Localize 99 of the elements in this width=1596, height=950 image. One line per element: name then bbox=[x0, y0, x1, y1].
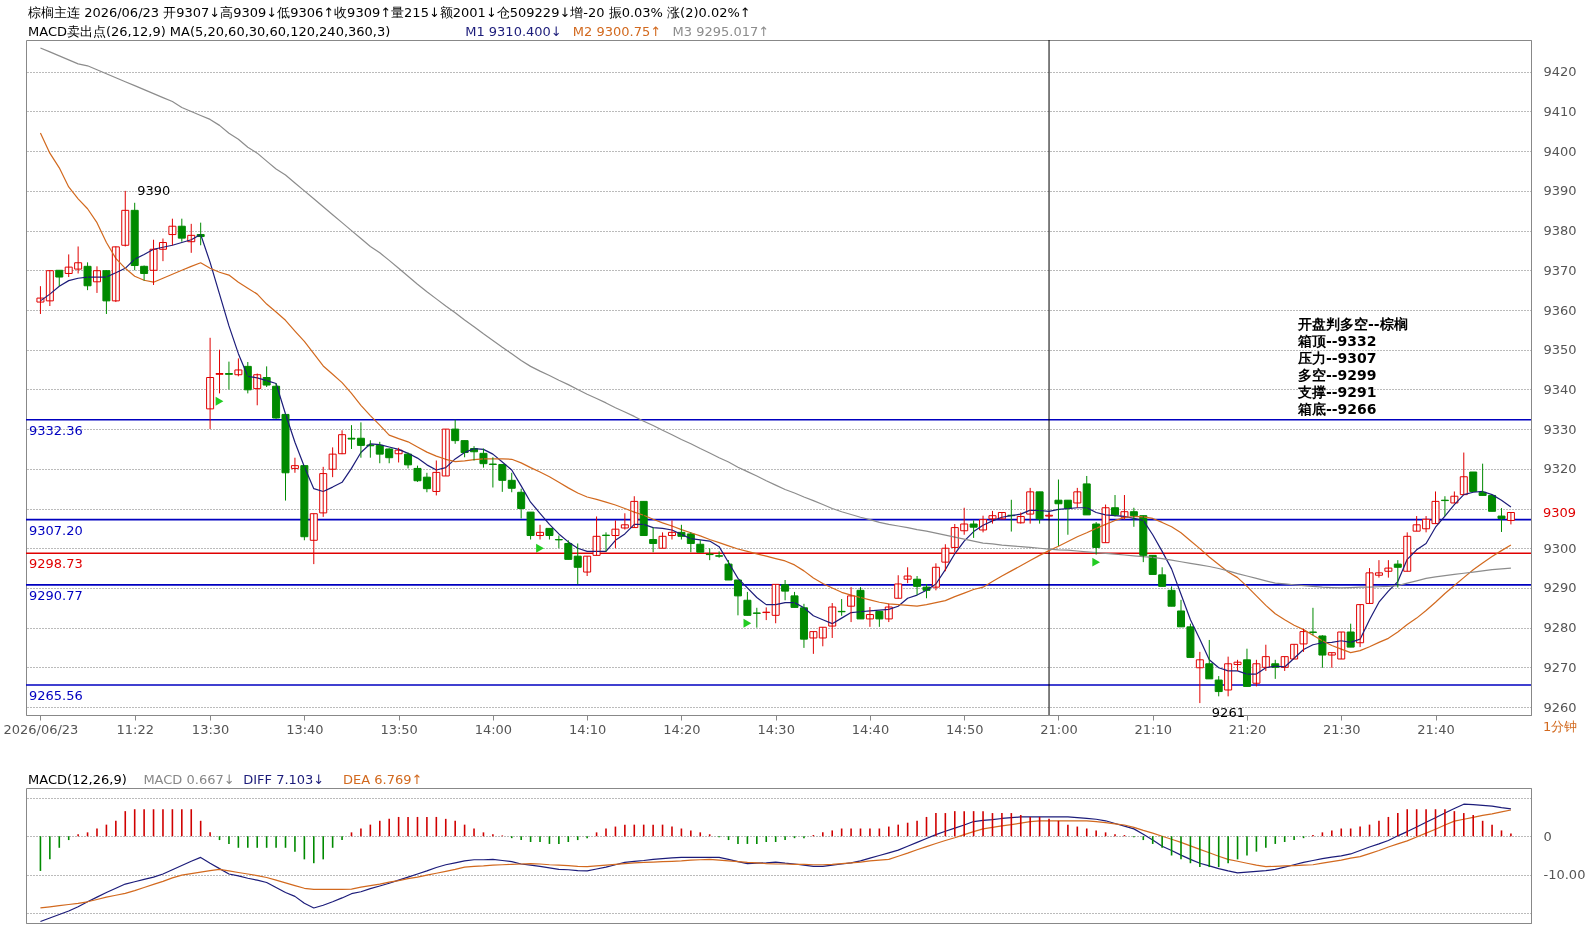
text: M1 9310.400↓ bbox=[465, 24, 562, 39]
candlestick bbox=[102, 269, 111, 315]
y-tick-label: 9350 bbox=[1543, 342, 1577, 358]
candlestick bbox=[1384, 559, 1393, 579]
x-tick-label: 21:30 bbox=[1323, 721, 1361, 737]
annotation: 箱顶--9332 bbox=[1297, 333, 1377, 349]
y-tick-label: 9290 bbox=[1543, 580, 1577, 596]
ref-line-label: 9265.56 bbox=[29, 687, 83, 703]
y-tick-label: 9390 bbox=[1543, 183, 1577, 199]
x-tick-label: 14:10 bbox=[568, 721, 607, 737]
ref-line-label: 9290.77 bbox=[29, 587, 83, 603]
candlestick bbox=[1214, 675, 1223, 697]
candlestick bbox=[639, 500, 648, 537]
y-tick-label: 9370 bbox=[1543, 262, 1577, 278]
x-tick-label: 13:50 bbox=[380, 721, 418, 737]
text: DEA 6.769↑ bbox=[343, 772, 423, 787]
x-tick-label: 14:30 bbox=[757, 721, 795, 737]
text: 9309 bbox=[1543, 504, 1577, 520]
x-tick-label: 14:50 bbox=[945, 721, 984, 737]
candlestick bbox=[1318, 634, 1327, 669]
annotation: 压力--9307 bbox=[1297, 350, 1377, 366]
annotation: 支撑--9291 bbox=[1297, 384, 1377, 400]
candlestick bbox=[300, 465, 309, 541]
y-tick-label: 9400 bbox=[1543, 143, 1577, 159]
candlestick bbox=[1308, 607, 1317, 636]
x-tick-label: 13:40 bbox=[286, 721, 324, 737]
series-label: MACD 0.667↓ bbox=[143, 772, 235, 787]
candlestick bbox=[1035, 491, 1044, 525]
x-tick-label: 21:40 bbox=[1417, 721, 1455, 737]
candlestick bbox=[1450, 490, 1459, 504]
candlestick bbox=[903, 566, 912, 584]
candlestick bbox=[1497, 507, 1506, 533]
candlestick bbox=[554, 535, 563, 549]
x-tick-label: 11:22 bbox=[116, 721, 154, 737]
annotation: 多空--9299 bbox=[1298, 367, 1377, 383]
point bbox=[1092, 557, 1101, 567]
y-tick-label: 0 bbox=[1543, 828, 1552, 844]
line-series bbox=[39, 803, 1512, 923]
candlestick bbox=[1205, 639, 1214, 680]
candlestick bbox=[168, 218, 177, 246]
candlestick bbox=[1101, 504, 1110, 544]
candlestick bbox=[234, 357, 243, 377]
x-tick-label: 14:40 bbox=[851, 721, 890, 737]
candlestick bbox=[1073, 487, 1082, 509]
y-tick-label: -10.00 bbox=[1543, 867, 1586, 883]
y-tick-label: 9280 bbox=[1543, 620, 1577, 636]
candlestick bbox=[526, 511, 535, 540]
candlestick bbox=[1393, 559, 1402, 589]
text: M3 9295.017↑ bbox=[672, 24, 770, 39]
candlestick bbox=[215, 349, 224, 394]
text: DIFF 7.103↓ bbox=[243, 772, 325, 787]
y-tick-label: 9260 bbox=[1543, 699, 1577, 715]
ref-line-label: 9298.73 bbox=[29, 556, 83, 572]
chart-title: MACD(12,26,9) bbox=[28, 772, 127, 787]
x-tick-label: 21:20 bbox=[1228, 721, 1267, 737]
x-axis-title: 1分钟 bbox=[1543, 719, 1578, 734]
text: M2 9300.75↑ bbox=[572, 24, 662, 39]
x-tick-label: 14:00 bbox=[474, 721, 513, 737]
chart-title: 棕榈主连 2026/06/23 开9307↓高9309↓低9306↑收9309↑量215↓额2001↓仓509229↓增-20 振0.03% 涨(2)0.02%↑ bbox=[28, 5, 751, 20]
line-series bbox=[39, 809, 1512, 909]
annotation: 开盘判多空--棕榈 bbox=[1297, 316, 1408, 332]
y-tick-label: 9320 bbox=[1543, 461, 1577, 477]
y-tick-label: 9380 bbox=[1543, 223, 1577, 239]
y-tick-label: 9420 bbox=[1543, 64, 1577, 80]
candlestick bbox=[894, 574, 903, 599]
candlestick bbox=[83, 261, 92, 291]
candlestick bbox=[602, 531, 610, 552]
annotation: 9261 bbox=[1211, 705, 1245, 721]
point bbox=[536, 543, 544, 553]
candlestick bbox=[875, 610, 884, 628]
candlestick bbox=[696, 539, 705, 553]
candlestick bbox=[658, 531, 667, 549]
candlestick bbox=[611, 519, 620, 549]
candlestick bbox=[715, 550, 724, 559]
y-tick-label: 9300 bbox=[1543, 540, 1577, 556]
x-tick-label: 14:20 bbox=[663, 721, 701, 737]
x-tick-label: 21:00 bbox=[1040, 721, 1078, 737]
candlestick bbox=[1469, 471, 1478, 492]
x-tick-label: 21:10 bbox=[1134, 721, 1172, 737]
candlestick bbox=[224, 361, 233, 390]
y-tick-label: 9360 bbox=[1543, 302, 1577, 318]
y-tick-label: 9340 bbox=[1543, 381, 1577, 397]
y-tick-label: 9330 bbox=[1543, 421, 1577, 437]
candlestick bbox=[1045, 512, 1054, 520]
annotation: 箱底--9266 bbox=[1297, 401, 1377, 417]
x-tick-label: 13:30 bbox=[191, 721, 230, 737]
ref-line-label: 9332.36 bbox=[29, 422, 83, 438]
candlestick bbox=[441, 428, 450, 477]
x-tick-label: 2026/06/23 bbox=[3, 721, 79, 737]
candlestick bbox=[55, 269, 64, 287]
chart-subtitle: MACD卖出点(26,12,9) MA(5,20,60,30,60,120,240,360,3) bbox=[28, 24, 391, 39]
ref-line-label: 9307.20 bbox=[29, 522, 83, 538]
candlestick bbox=[969, 519, 978, 539]
candlestick bbox=[856, 586, 865, 620]
y-tick-label: 9410 bbox=[1543, 103, 1577, 119]
candlestick bbox=[545, 527, 554, 540]
y-tick-label: 9270 bbox=[1543, 659, 1577, 675]
annotation: 9390 bbox=[137, 182, 171, 198]
candlestick bbox=[1167, 585, 1176, 607]
